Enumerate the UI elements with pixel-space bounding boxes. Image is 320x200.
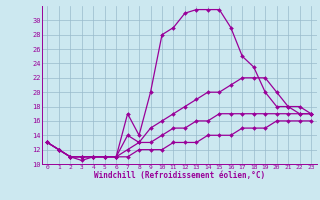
X-axis label: Windchill (Refroidissement éolien,°C): Windchill (Refroidissement éolien,°C) <box>94 171 265 180</box>
